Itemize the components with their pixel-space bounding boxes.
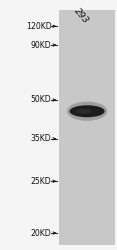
Ellipse shape <box>67 102 107 121</box>
Ellipse shape <box>76 108 92 114</box>
Text: 120KD: 120KD <box>26 22 51 31</box>
Ellipse shape <box>70 105 105 117</box>
Text: 293: 293 <box>73 6 91 25</box>
Text: 35KD: 35KD <box>31 134 51 143</box>
Text: 90KD: 90KD <box>31 40 51 50</box>
Bar <box>58 10 115 245</box>
Text: 25KD: 25KD <box>31 177 51 186</box>
Text: 20KD: 20KD <box>31 228 51 237</box>
Text: 50KD: 50KD <box>31 96 51 104</box>
